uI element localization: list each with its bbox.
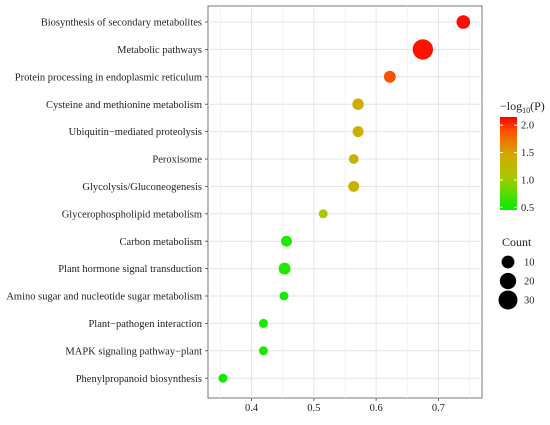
data-point [318,209,328,219]
data-point [258,346,268,356]
y-tick-label: Peroxisome [152,155,202,166]
size-legend-dot [498,290,518,310]
y-tick-label: Phenylpropanoid biosynthesis [76,374,202,385]
color-legend-tick-label: 2.0 [521,121,534,132]
data-points [218,15,471,383]
color-legend-title: −log10(P) [500,99,545,115]
size-legend-title: Count [502,235,532,249]
y-tick-label: Cysteine and methionine metabolism [46,100,202,111]
y-tick-label: Ubiquitin−mediated proteolysis [69,127,202,138]
size-legend-label: 30 [524,296,535,307]
color-legend-tick-label: 0.5 [521,203,534,214]
size-legend-label: 20 [524,277,535,288]
size-legend-dot [499,272,517,290]
data-point [258,318,268,328]
data-point [352,98,364,110]
y-tick-label: Carbon metabolism [119,237,202,248]
color-legend-ticks: 2.0 1.5 1.0 0.5 [500,121,534,214]
data-point [348,180,360,192]
data-point [352,126,364,138]
category-labels: Biosynthesis of secondary metabolites Met… [6,18,208,385]
data-point [281,235,292,247]
y-tick-label: Plant−pathogen interaction [88,319,202,330]
y-tick-label: Plant hormone signal transduction [58,264,203,275]
data-point [456,15,471,29]
color-legend-tick-label: 1.0 [521,175,534,186]
data-point [412,39,434,60]
y-tick-label: MAPK signaling pathway−plant [65,346,202,357]
y-tick-label: Protein processing in endoplasmic reticu… [15,72,202,83]
x-tick-label: 0.5 [307,403,320,414]
color-legend-tick-label: 1.5 [521,148,534,159]
y-tick-label: Amino sugar and nucleotide sugar metabol… [6,292,202,303]
data-point [278,262,291,275]
y-tick-label: Glycolysis/Gluconeogenesis [82,182,202,193]
y-tick-label: Metabolic pathways [117,45,202,56]
x-tick-label: 0.4 [245,403,259,414]
data-point [383,70,396,83]
size-legend-dot [501,255,515,269]
y-tick-label: Biosynthesis of secondary metabolites [41,18,202,29]
color-legend: −log10(P) 2.0 1.5 1.0 0.5 [500,99,545,214]
x-tick-label: 0.7 [432,403,445,414]
size-legend-items: 10 20 30 [498,255,535,310]
data-point [348,154,359,164]
data-point [218,373,228,383]
x-axis-ticks: 0.4 0.5 0.6 0.7 [245,398,445,414]
size-legend-label: 10 [524,258,535,269]
y-tick-label: Glycerophospholipid metabolism [62,209,202,220]
data-point [279,291,289,301]
size-legend: Count 10 20 30 [498,235,535,310]
x-tick-label: 0.6 [370,403,383,414]
color-legend-bar [500,117,517,210]
grid-layer [208,6,482,398]
